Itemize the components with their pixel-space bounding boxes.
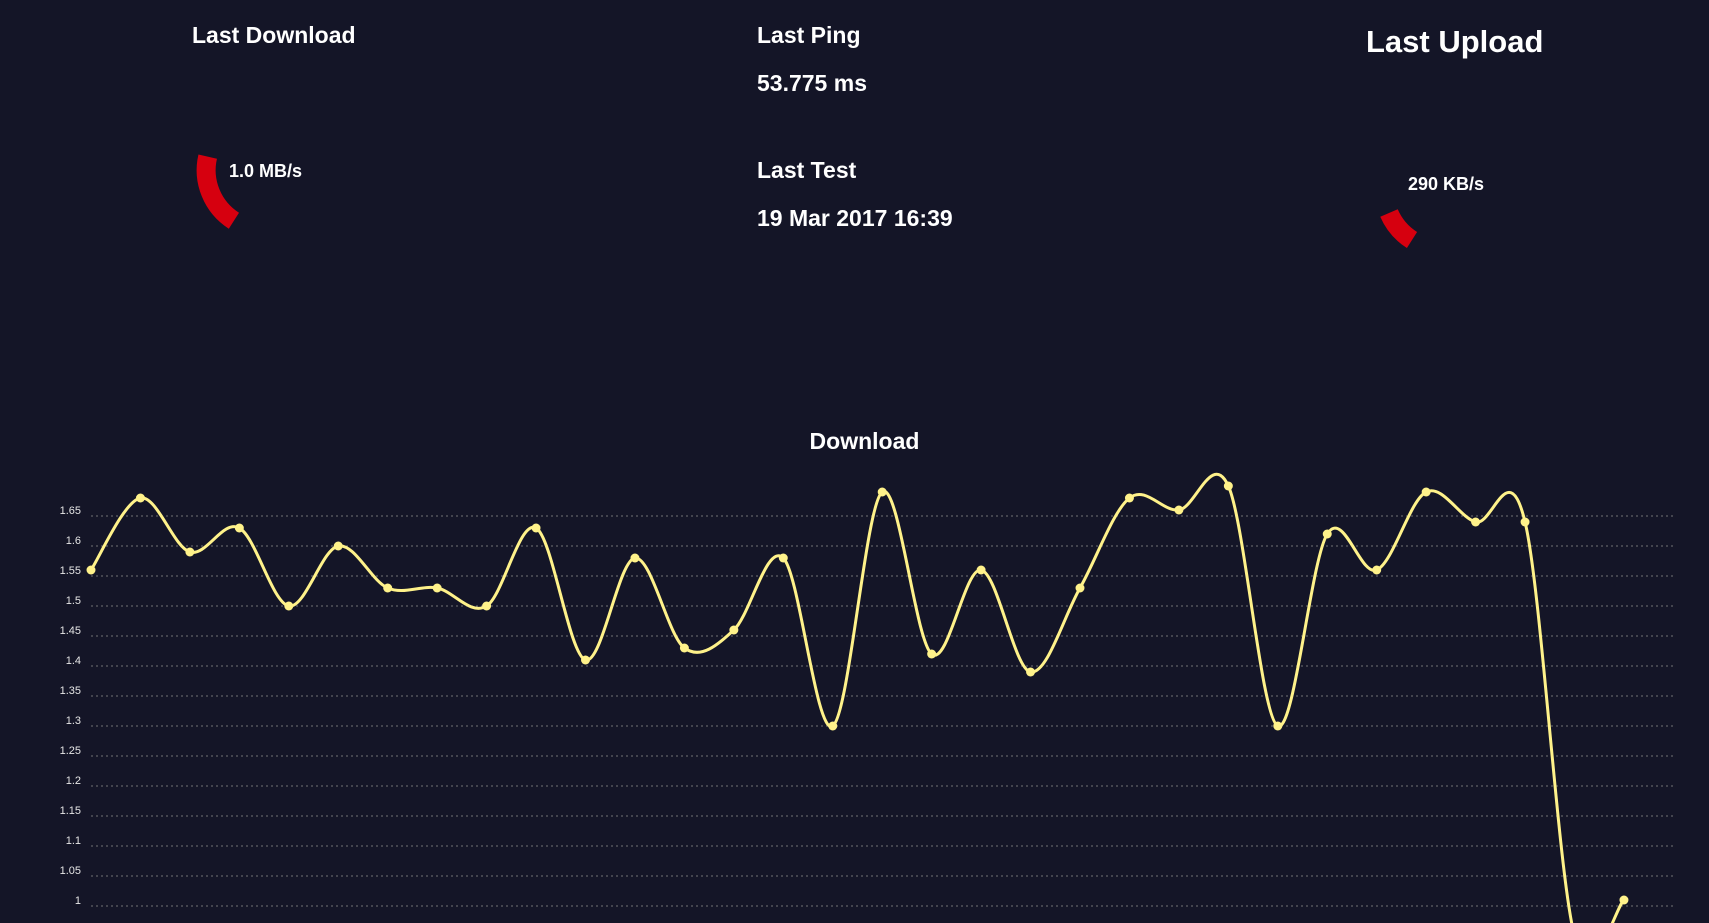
y-tick-label: 1.05 (60, 865, 81, 877)
data-point (1124, 493, 1134, 503)
data-point (1273, 721, 1283, 731)
data-point (1520, 517, 1530, 527)
data-point (927, 649, 937, 659)
data-point (383, 583, 393, 593)
data-point (234, 523, 244, 533)
data-point (1471, 517, 1481, 527)
download-gauge-arc (196, 154, 240, 229)
y-tick-label: 1.4 (66, 655, 81, 667)
chart-title: Download (809, 428, 920, 454)
download-series-points (86, 481, 1629, 905)
y-tick-label: 1.25 (60, 745, 81, 757)
data-point (1322, 529, 1332, 539)
data-point (679, 643, 689, 653)
y-tick-label: 1.5 (66, 595, 81, 607)
last-ping-title: Last Ping (757, 22, 861, 48)
y-tick-label: 1.35 (60, 685, 81, 697)
last-ping-value: 53.775 ms (757, 70, 867, 96)
y-tick-label: 1.55 (60, 565, 81, 577)
data-point (86, 565, 96, 575)
data-point (1075, 583, 1085, 593)
last-upload-title: Last Upload (1366, 24, 1544, 59)
data-point (581, 655, 590, 665)
y-tick-label: 1.15 (60, 805, 81, 817)
y-tick-label: 1.6 (66, 535, 81, 547)
y-tick-label: 1.65 (60, 505, 81, 517)
y-tick-label: 1 (75, 895, 81, 907)
data-point (1421, 487, 1431, 497)
last-download-title: Last Download (192, 22, 356, 48)
data-point (1619, 895, 1629, 905)
y-tick-label: 1.3 (66, 715, 81, 727)
data-point (729, 625, 739, 635)
y-tick-label: 1.1 (66, 835, 81, 847)
data-point (1372, 565, 1382, 575)
gauges-layer (196, 154, 1418, 249)
upload-gauge-value: 290 KB/s (1408, 174, 1485, 194)
data-point (1223, 481, 1233, 491)
last-test-title: Last Test (757, 157, 857, 183)
data-point (877, 487, 887, 497)
data-point (531, 523, 541, 533)
data-point (828, 721, 838, 731)
last-test-value: 19 Mar 2017 16:39 (757, 205, 953, 231)
upload-gauge-arc-segment (1380, 208, 1418, 249)
data-point (778, 553, 788, 563)
data-point (135, 493, 145, 503)
data-point (432, 583, 442, 593)
data-point (1026, 667, 1036, 677)
data-point (284, 601, 294, 611)
data-point (185, 547, 195, 557)
chart-grid (91, 515, 1675, 907)
y-tick-label: 1.45 (60, 625, 81, 637)
data-point (482, 601, 492, 611)
data-point (976, 565, 986, 575)
y-tick-label: 1.2 (66, 775, 81, 787)
data-point (333, 541, 343, 551)
download-gauge-value: 1.0 MB/s (229, 161, 303, 181)
download-series-line (89, 472, 1626, 923)
y-axis-ticks: 1 1.05 1.1 1.15 1.2 1.25 1.3 1.35 1.4 1.45 1.5 1.55… (60, 505, 81, 907)
data-point (1174, 505, 1184, 515)
data-point (630, 553, 640, 563)
